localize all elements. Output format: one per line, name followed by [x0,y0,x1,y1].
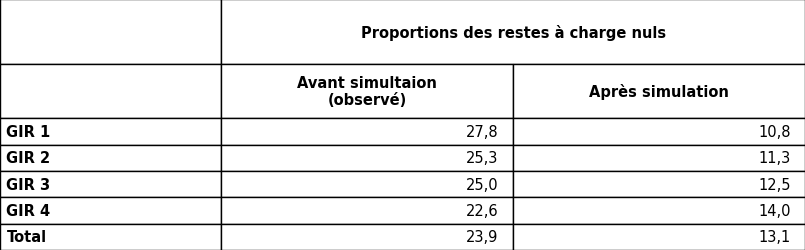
Bar [221,224,514,250]
Bar [0,0,221,65]
Bar [514,119,805,145]
Bar [0,171,221,198]
Bar [514,224,805,250]
Text: 25,0: 25,0 [466,177,498,192]
Text: GIR 3: GIR 3 [6,177,51,192]
Text: GIR 4: GIR 4 [6,203,51,218]
Bar [221,145,514,171]
Bar [0,198,221,224]
Text: Total: Total [6,230,47,244]
Text: 14,0: 14,0 [758,203,791,218]
Text: Après simulation: Après simulation [589,84,729,100]
Bar [514,65,805,119]
Text: 13,1: 13,1 [758,230,791,244]
Text: 12,5: 12,5 [758,177,791,192]
Bar [221,171,514,198]
Bar [221,198,514,224]
Bar [514,171,805,198]
Bar [0,145,221,171]
Text: GIR 1: GIR 1 [6,124,51,139]
Text: 22,6: 22,6 [466,203,498,218]
Bar [221,0,805,65]
Text: Proportions des restes à charge nuls: Proportions des restes à charge nuls [361,24,666,40]
Text: 10,8: 10,8 [758,124,791,139]
Text: 11,3: 11,3 [758,151,791,166]
Text: 23,9: 23,9 [466,230,498,244]
Bar [221,65,514,119]
Text: GIR 2: GIR 2 [6,151,51,166]
Bar [0,119,221,145]
Bar [221,119,514,145]
Bar [0,65,221,119]
Text: Avant simultaion
(observé): Avant simultaion (observé) [297,76,437,108]
Text: 25,3: 25,3 [466,151,498,166]
Bar [0,224,221,250]
Bar [514,145,805,171]
Text: 27,8: 27,8 [466,124,498,139]
Bar [514,198,805,224]
